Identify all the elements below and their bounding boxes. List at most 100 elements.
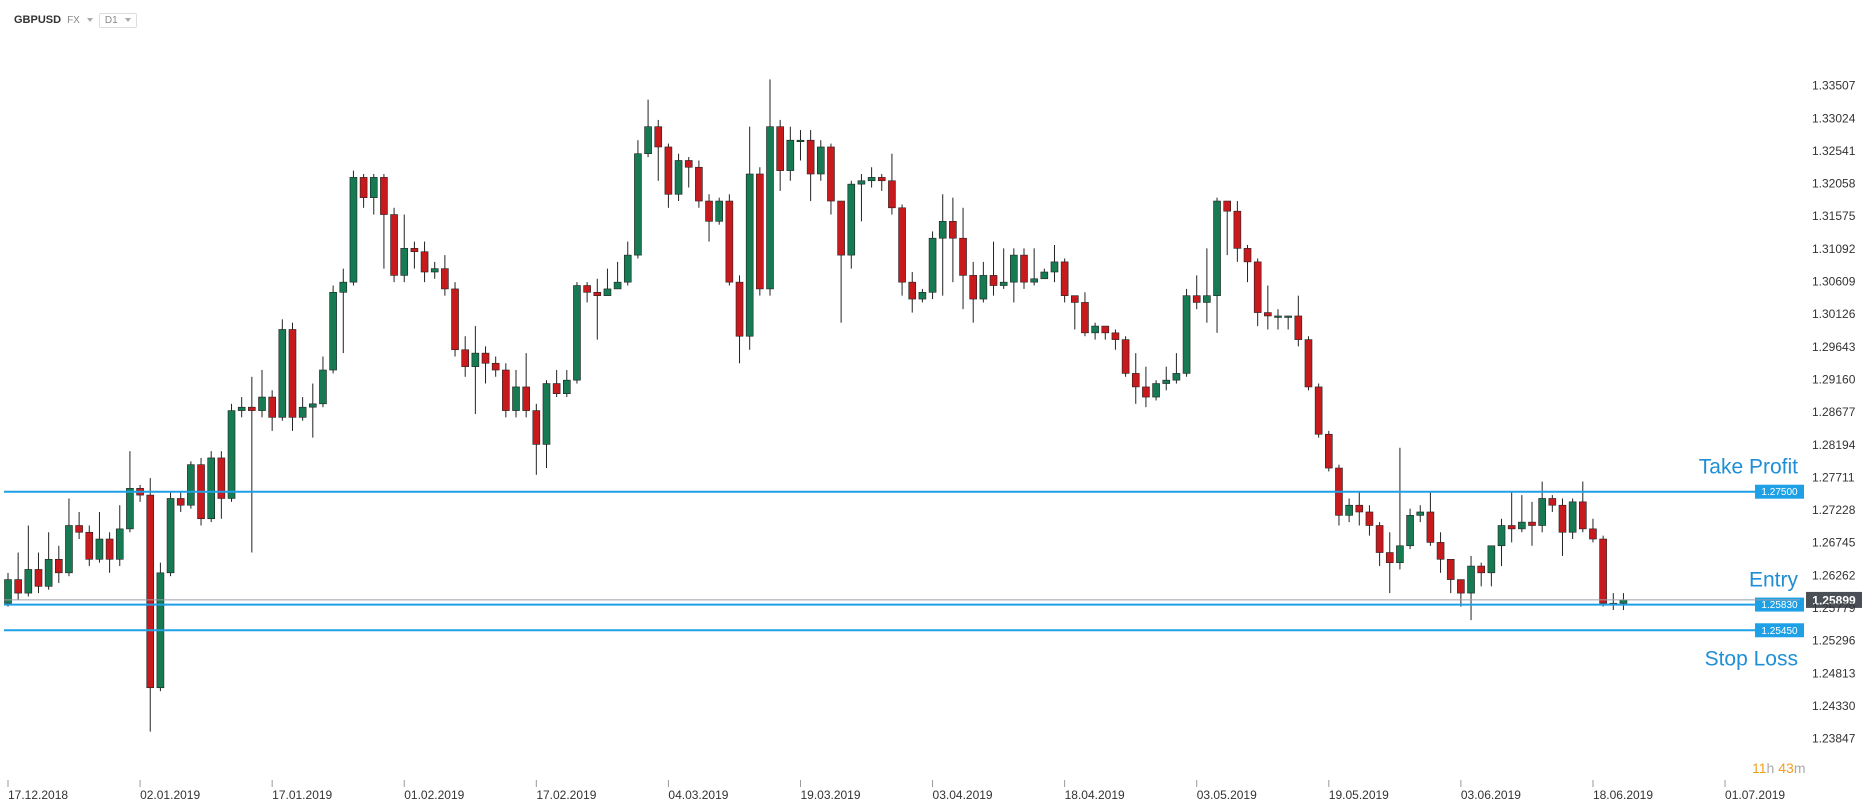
candle <box>888 153 896 215</box>
candle <box>867 167 876 188</box>
candle-body <box>1223 200 1231 212</box>
candle-body <box>552 383 561 394</box>
take-profit-tag-text: 1.27500 <box>1761 487 1798 498</box>
candle-body <box>583 285 591 293</box>
candle <box>1426 491 1435 546</box>
candle <box>1294 295 1303 347</box>
candle <box>1091 322 1099 340</box>
candle <box>613 261 622 290</box>
candle-body <box>115 528 124 560</box>
candle <box>1142 366 1150 408</box>
candle-body <box>339 281 348 293</box>
candle <box>1274 309 1282 330</box>
candle <box>1325 430 1333 472</box>
candle <box>877 173 886 191</box>
candle-body <box>1203 295 1211 303</box>
candle-body <box>695 166 703 202</box>
candle <box>268 390 276 431</box>
market-dropdown[interactable]: FX <box>67 15 93 26</box>
candle <box>1162 366 1171 391</box>
candle-body <box>512 386 520 411</box>
chevron-down-icon <box>86 18 93 22</box>
y-tick-label: 1.25779 <box>1812 601 1856 615</box>
candle-body <box>1182 295 1191 374</box>
candle-body <box>349 177 358 283</box>
take-profit-tag <box>1755 484 1804 499</box>
candle-body <box>308 403 317 408</box>
candle-body <box>684 160 693 168</box>
x-tick-label: 17.12.2018 <box>8 788 68 802</box>
candle <box>522 353 530 418</box>
candle-body <box>816 146 825 175</box>
candle <box>959 207 967 310</box>
candle <box>1152 380 1160 401</box>
candle-body <box>837 200 845 256</box>
candle <box>1355 491 1364 526</box>
candle-body <box>4 579 12 604</box>
candle-body <box>491 362 500 371</box>
candle <box>766 79 774 296</box>
candle <box>1619 593 1628 610</box>
y-tick-label: 1.24813 <box>1812 666 1856 680</box>
candle-body <box>1152 383 1160 398</box>
candle <box>695 160 703 208</box>
candle-body <box>207 457 215 520</box>
candle <box>1223 200 1231 256</box>
candle <box>1497 518 1506 567</box>
candle-body <box>1304 339 1313 388</box>
candle <box>756 167 764 296</box>
candle <box>1548 495 1557 512</box>
candle-body <box>806 139 815 175</box>
candle <box>1375 522 1384 567</box>
candle <box>14 552 22 600</box>
timer-hours-unit: h <box>1766 760 1775 776</box>
candle-body <box>1528 521 1536 526</box>
candle-body <box>1375 525 1384 553</box>
y-axis: 1.33507 1.33024 1.32541 1.32058 1.31575 1.310… <box>1812 79 1856 746</box>
candle-body <box>654 126 663 148</box>
x-tick-label: 17.02.2019 <box>536 788 596 802</box>
candle <box>1365 505 1374 536</box>
candle <box>512 370 520 418</box>
candle <box>136 484 144 502</box>
candle <box>1314 383 1323 438</box>
candle-body <box>725 200 734 283</box>
candle-body <box>542 383 551 445</box>
candle-body <box>898 207 906 283</box>
candle <box>1518 495 1526 533</box>
candle <box>1050 244 1059 283</box>
candle-body <box>1457 579 1465 594</box>
candle-body <box>1101 325 1110 334</box>
candle-body <box>1071 295 1079 303</box>
y-tick-label: 1.29643 <box>1812 340 1856 354</box>
candle-body <box>471 352 480 367</box>
candle <box>1111 329 1120 350</box>
candle <box>603 268 612 296</box>
candle <box>1203 248 1211 323</box>
y-tick-label: 1.31092 <box>1812 242 1856 256</box>
candle-body <box>1060 261 1069 296</box>
candle <box>187 461 195 509</box>
candle-body <box>34 569 43 587</box>
candle-body <box>1385 552 1394 563</box>
candle <box>1436 532 1445 573</box>
candle <box>847 180 856 269</box>
candle-body <box>1233 210 1242 249</box>
candle <box>583 282 591 303</box>
candle-body <box>268 396 276 418</box>
candle-body <box>1050 261 1059 273</box>
candle-body <box>1131 373 1140 388</box>
candle-body <box>1314 386 1323 435</box>
candle-body <box>623 254 632 283</box>
symbol-label[interactable]: GBPUSD <box>14 14 62 26</box>
candle-body <box>390 214 398 276</box>
candle <box>644 99 652 158</box>
candle-body <box>1253 261 1262 313</box>
y-tick-label: 1.25296 <box>1812 634 1856 648</box>
timeframe-dropdown[interactable]: D1 <box>98 12 137 28</box>
candle <box>430 261 439 279</box>
candle <box>1487 545 1496 587</box>
candle-body <box>745 173 754 337</box>
candle <box>1416 505 1425 523</box>
